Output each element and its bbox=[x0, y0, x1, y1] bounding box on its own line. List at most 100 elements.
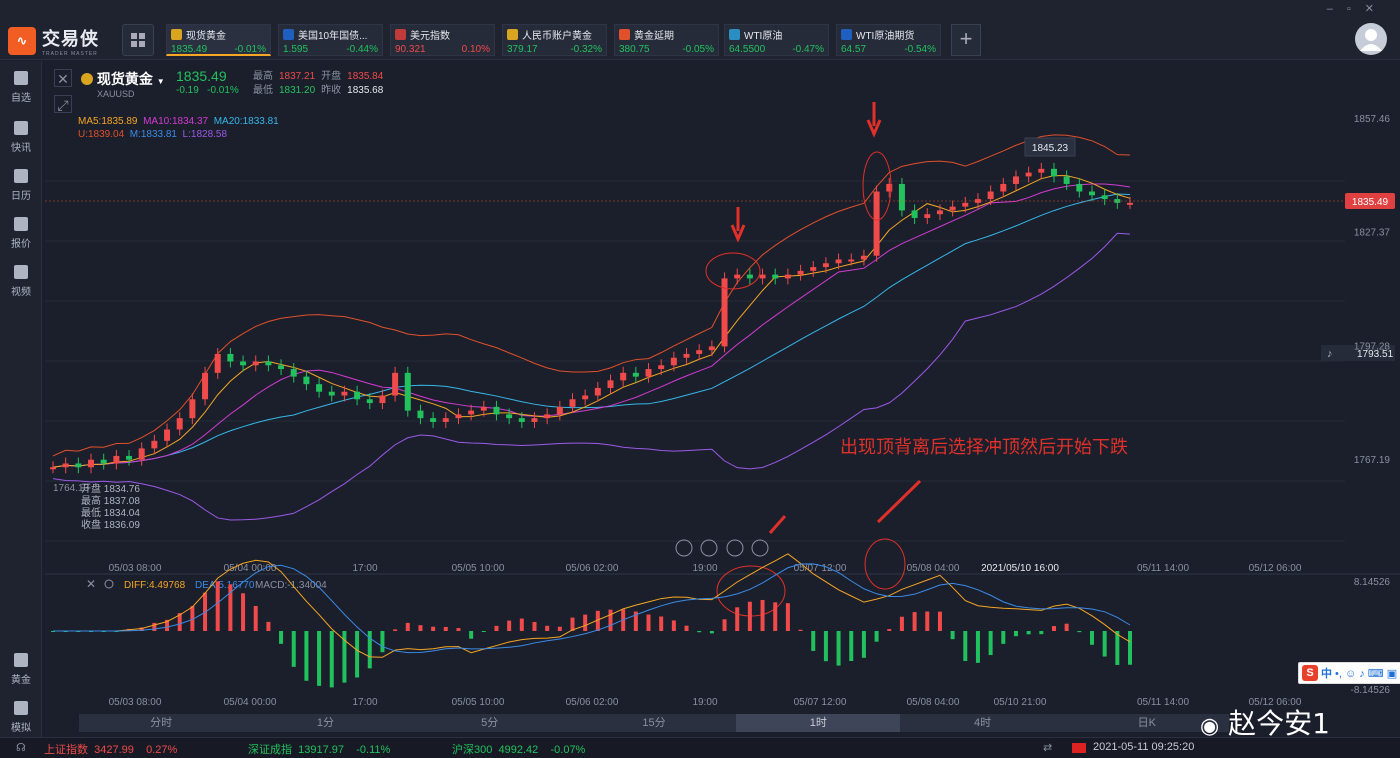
nav-calendar[interactable]: 日历 bbox=[0, 169, 42, 202]
nav-video[interactable]: 视频 bbox=[0, 265, 42, 298]
headset-icon[interactable]: ☊ bbox=[16, 742, 26, 754]
ticker-tab[interactable]: 人民币账户黄金 379.17 -0.32% bbox=[502, 24, 607, 56]
candle bbox=[316, 384, 323, 392]
x-axis-label: 05/06 02:00 bbox=[566, 563, 619, 574]
add-tab-button[interactable]: + bbox=[951, 24, 981, 56]
candle bbox=[860, 255, 867, 260]
index-pct: 0.27% bbox=[146, 744, 178, 756]
settings-icon[interactable] bbox=[104, 579, 114, 589]
price-chart[interactable]: 1835.49 1793.51 ♪ 1857.46 1827.37 1797.28 1767… bbox=[45, 61, 1400, 737]
macd-bar bbox=[823, 631, 828, 662]
datetime: 2021-05-11 09:25:20 bbox=[1093, 741, 1195, 753]
macd-bar bbox=[241, 593, 246, 631]
nav-news[interactable]: 快讯 bbox=[0, 121, 42, 154]
macd-bar bbox=[1064, 623, 1069, 631]
macd-bar bbox=[608, 609, 613, 631]
period-tab[interactable]: 5分 bbox=[481, 717, 499, 729]
period-tab[interactable]: 15分 bbox=[642, 717, 666, 729]
ticker-tab[interactable]: WTI原油 64.5500 -0.47% bbox=[724, 24, 829, 56]
x-axis-label-macd: 05/05 10:00 bbox=[452, 697, 505, 708]
low-label: 最低 bbox=[253, 85, 273, 96]
candle bbox=[138, 448, 145, 460]
left-nav: 自选 快讯 日历 报价 视频 黄金 模拟 bbox=[0, 61, 42, 737]
zoom-in-icon[interactable] bbox=[751, 539, 769, 557]
ticker-name: WTI原油 bbox=[744, 31, 783, 42]
ma-legend: MA5:1835.89 MA10:1834.37 MA20:1833.81 U:… bbox=[78, 115, 279, 141]
period-tab[interactable]: 分时 bbox=[150, 717, 173, 729]
tooltip-open: 开盘 1834.76 bbox=[81, 482, 140, 495]
step-forward-icon[interactable] bbox=[726, 539, 744, 557]
sogou-icon: S bbox=[1302, 665, 1318, 681]
index-value: 4992.42 bbox=[498, 744, 539, 756]
candle bbox=[1127, 202, 1133, 205]
macd-axis-bottom: -8.14526 bbox=[1351, 685, 1391, 696]
candle bbox=[278, 365, 285, 370]
macd-bar bbox=[545, 625, 550, 631]
instrument-icon bbox=[171, 29, 182, 40]
macd-value: MACD:-1.34004 bbox=[255, 580, 327, 591]
candle bbox=[341, 391, 348, 396]
symbol-selector[interactable]: 现货黄金 ▼ XAUUSD bbox=[81, 69, 165, 99]
close-icon[interactable]: ✕ bbox=[86, 577, 96, 591]
app-logo[interactable]: ∿ 交易侠 TRADER MASTER bbox=[8, 25, 99, 57]
chart-panel[interactable]: 1835.49 1793.51 ♪ 1857.46 1827.37 1797.28 1767… bbox=[45, 61, 1400, 737]
nav-quotes[interactable]: 报价 bbox=[0, 217, 42, 250]
candle bbox=[88, 459, 95, 468]
close-icon[interactable]: ✕ bbox=[54, 69, 72, 87]
period-tab[interactable]: 4时 bbox=[973, 717, 992, 729]
expand-icon[interactable]: ⤢ bbox=[54, 95, 72, 113]
nav-gold[interactable]: 黄金 bbox=[0, 653, 42, 686]
candle bbox=[126, 455, 133, 460]
nav-simulate[interactable]: 模拟 bbox=[0, 701, 42, 734]
candle bbox=[506, 414, 513, 419]
ticker-name: 美元指数 bbox=[410, 31, 450, 42]
network-icon[interactable]: ⇄ bbox=[1043, 742, 1053, 754]
arrow-diagonal bbox=[876, 479, 922, 524]
period-tab[interactable]: 1时 bbox=[736, 714, 901, 732]
period-tab[interactable]: 日K bbox=[1137, 717, 1156, 729]
open-value: 1835.84 bbox=[347, 71, 384, 82]
period-tab[interactable]: 1分 bbox=[316, 717, 334, 729]
annotation-text: 出现顶背离后选择冲顶然后开始下跌 bbox=[840, 437, 1128, 457]
zoom-out-icon[interactable] bbox=[675, 539, 693, 557]
window-controls[interactable]: ‒▫✕ bbox=[1326, 3, 1388, 15]
ticker-tab[interactable]: WTI原油期货 64.57 -0.54% bbox=[836, 24, 941, 56]
logo-icon: ∿ bbox=[8, 27, 36, 55]
x-axis-label-macd: 05/03 08:00 bbox=[109, 697, 162, 708]
macd-bar bbox=[747, 601, 752, 631]
layout-grid-icon[interactable] bbox=[122, 24, 154, 56]
change-pct: -0.01% bbox=[207, 85, 239, 96]
macd-diff: DIFF:4.49768 bbox=[124, 580, 186, 591]
nav-watchlist[interactable]: 自选 bbox=[0, 71, 42, 104]
macd-bar bbox=[557, 626, 562, 631]
instrument-icon bbox=[841, 29, 852, 40]
candle bbox=[962, 202, 969, 207]
market-index[interactable]: 上证指数 3427.99 0.27% bbox=[44, 741, 177, 757]
market-index[interactable]: 深证成指 13917.97 -0.11% bbox=[248, 741, 390, 757]
macd-bar bbox=[1128, 631, 1132, 665]
macd-bar bbox=[836, 631, 841, 666]
ime-toolbar[interactable]: S中•, ☺ ♪ ⌨ ▣ ✚ ⊞ bbox=[1298, 662, 1400, 684]
boll-upper-line bbox=[52, 134, 1131, 457]
step-back-icon[interactable] bbox=[700, 539, 718, 557]
ticker-tab[interactable]: 现货黄金 1835.49 -0.01% bbox=[166, 24, 271, 56]
avatar[interactable] bbox=[1355, 23, 1387, 55]
macd-bar bbox=[1115, 631, 1120, 665]
macd-bar bbox=[393, 629, 398, 631]
ticker-tab[interactable]: 黄金延期 380.75 -0.05% bbox=[614, 24, 719, 56]
candle bbox=[480, 406, 487, 411]
macd-bar bbox=[659, 616, 664, 631]
macd-bar bbox=[532, 621, 537, 631]
nav-label: 报价 bbox=[11, 239, 31, 250]
ticker-tab[interactable]: 美元指数 90.321 0.10% bbox=[390, 24, 495, 56]
macd-axis-top: 8.14526 bbox=[1354, 577, 1391, 588]
candle bbox=[1076, 183, 1083, 192]
market-index[interactable]: 沪深300 4992.42 -0.07% bbox=[452, 741, 585, 757]
tooltip-close: 收盘 1836.09 bbox=[81, 518, 140, 531]
ticker-tab[interactable]: 美国10年国债... 1.595 -0.44% bbox=[278, 24, 383, 56]
bell-icon[interactable]: ♪ bbox=[1327, 348, 1333, 360]
ticker-name: 美国10年国债... bbox=[298, 31, 368, 42]
macd-bar bbox=[1039, 631, 1044, 635]
x-axis-label-macd: 17:00 bbox=[352, 697, 377, 708]
index-name: 上证指数 bbox=[44, 744, 88, 756]
